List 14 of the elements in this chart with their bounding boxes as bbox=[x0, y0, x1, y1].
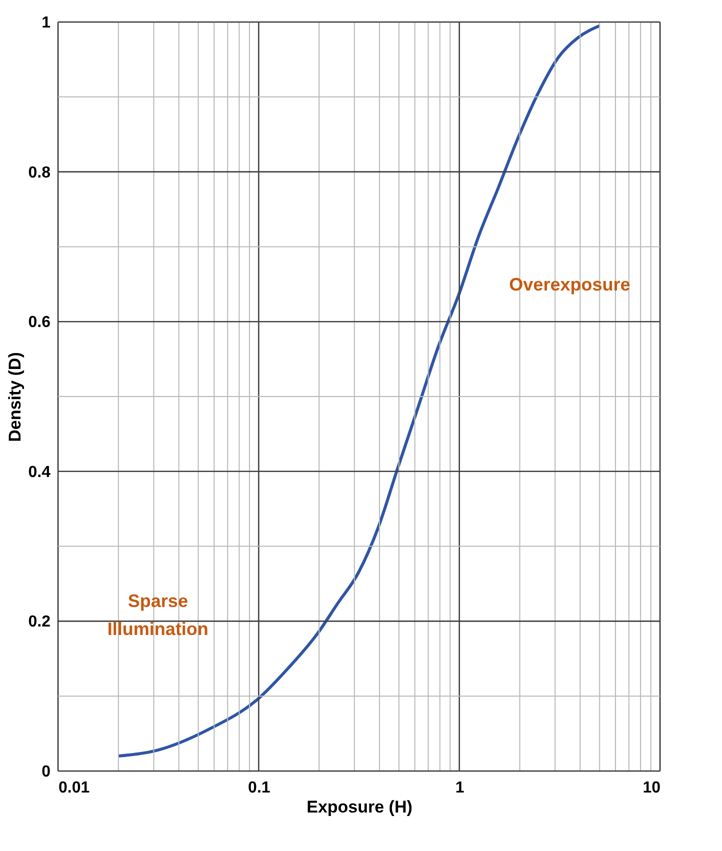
y-tick-label: 0.8 bbox=[28, 164, 51, 182]
x-tick-label: 1 bbox=[455, 780, 464, 796]
y-tick-label: 0 bbox=[42, 764, 51, 780]
y-tick-label: 0.2 bbox=[28, 614, 51, 631]
y-tick-label: 0.4 bbox=[28, 464, 51, 481]
annotation: Sparse Illumination bbox=[107, 590, 208, 639]
x-tick-label: 0.01 bbox=[58, 780, 90, 796]
x-tick-label: 10 bbox=[642, 780, 661, 796]
x-tick-label: 0.1 bbox=[248, 780, 270, 796]
y-tick-label: 1 bbox=[42, 14, 51, 32]
x-axis-title: Exposure (H) bbox=[306, 798, 412, 816]
y-tick-label: 0.6 bbox=[28, 314, 51, 332]
y-axis-title: Density (D) bbox=[5, 352, 24, 442]
annotation: Overexposure bbox=[509, 274, 630, 295]
